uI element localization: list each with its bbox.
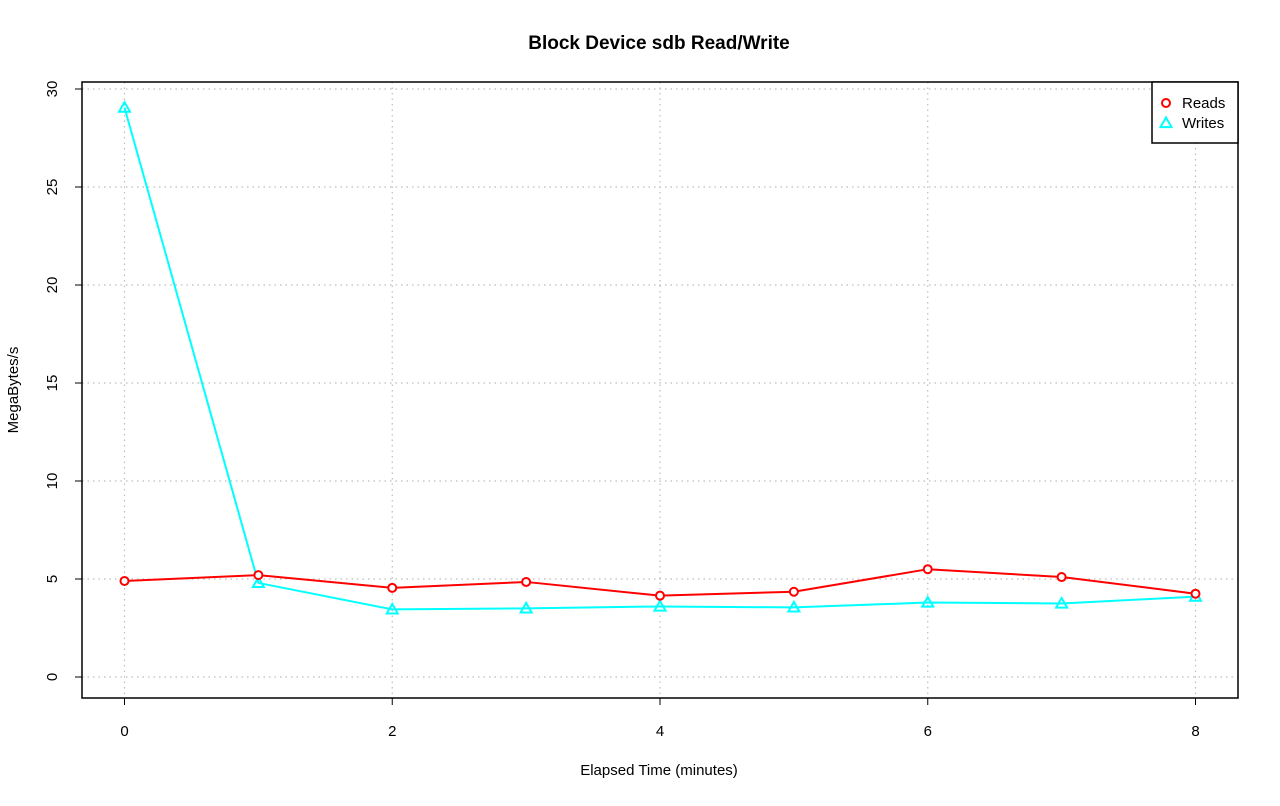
data-point-reads <box>788 586 799 597</box>
legend-label-reads: Reads <box>1182 95 1225 112</box>
legend: Reads Writes <box>1151 81 1239 144</box>
series-line-writes <box>123 107 1196 611</box>
x-tick-label: 6 <box>924 723 932 740</box>
x-tick-label: 0 <box>120 723 128 740</box>
data-point-reads <box>119 575 130 586</box>
data-point-reads <box>253 570 264 581</box>
data-point-writes <box>920 595 935 608</box>
legend-marker-reads <box>1161 98 1171 108</box>
legend-label-writes: Writes <box>1182 115 1224 132</box>
x-tick-label: 8 <box>1191 723 1199 740</box>
y-tick-label: 10 <box>44 473 61 490</box>
legend-marker-writes <box>1158 115 1174 129</box>
data-point-writes <box>1054 595 1069 609</box>
y-tick-label: 15 <box>44 375 61 392</box>
y-tick-label: 25 <box>44 179 61 196</box>
data-point-writes <box>652 598 668 612</box>
axes: 0 2 4 6 8 0 5 10 15 20 25 30 <box>44 81 1200 740</box>
data-point-reads <box>922 564 933 575</box>
y-tick-label: 0 <box>44 673 61 681</box>
x-axis-label: Elapsed Time (minutes) <box>580 762 738 779</box>
grid <box>82 82 1238 698</box>
y-tick-label: 30 <box>44 81 61 98</box>
data-point-reads <box>1056 572 1067 583</box>
series-layer <box>117 100 1203 615</box>
y-tick-label: 5 <box>44 575 61 583</box>
x-tick-label: 2 <box>388 723 396 740</box>
y-axis-label: MegaBytes/s <box>5 347 22 434</box>
data-point-writes <box>117 100 132 113</box>
chart-title: Block Device sdb Read/Write <box>528 33 790 54</box>
x-tick-label: 4 <box>656 723 664 740</box>
data-point-writes <box>385 601 400 615</box>
y-tick-label: 20 <box>44 277 61 294</box>
data-point-writes <box>518 600 534 614</box>
legend-box <box>1151 81 1239 144</box>
data-point-writes <box>251 575 266 589</box>
data-point-writes <box>786 599 802 613</box>
series-writes <box>117 100 1203 615</box>
data-point-reads <box>521 576 532 587</box>
data-point-reads <box>1190 588 1201 599</box>
series-reads <box>119 564 1201 601</box>
data-point-reads <box>655 590 665 601</box>
data-point-reads <box>387 582 398 593</box>
